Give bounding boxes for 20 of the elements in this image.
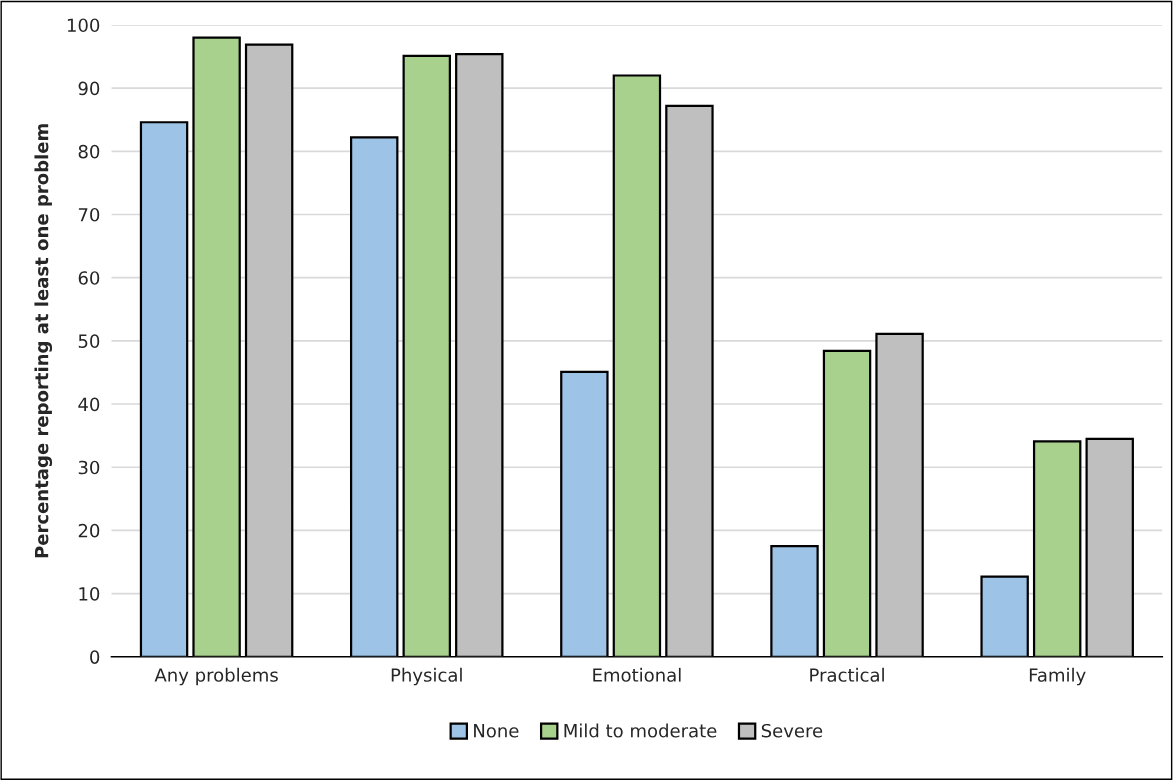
- y-tick-label: 10: [79, 587, 100, 601]
- y-tick-label: 20: [78, 523, 100, 538]
- x-tick-label: Any problems: [154, 667, 278, 686]
- y-tick-label: 90: [78, 81, 100, 96]
- x-tick-label: Emotional: [593, 667, 681, 682]
- legend-label: None: [474, 724, 519, 738]
- y-tick-label: 50: [78, 334, 100, 348]
- y-tick-label: 60: [78, 271, 100, 285]
- y-axis-title: Percentage reporting at least one problem: [34, 124, 53, 558]
- y-tick-label: 100: [67, 18, 100, 33]
- y-tick-label: 30: [78, 460, 100, 475]
- y-tick-label: 70: [78, 207, 100, 222]
- legend-label: Mild to moderate: [564, 723, 717, 738]
- y-tick-label: 40: [78, 397, 100, 412]
- y-tick-label: 80: [78, 144, 100, 159]
- y-tick-label: 0: [90, 650, 100, 664]
- legend-label: Severe: [761, 723, 823, 738]
- x-tick-label: Family: [1029, 667, 1086, 686]
- x-tick-label: Physical: [391, 667, 462, 686]
- x-tick-label: Practical: [810, 667, 884, 682]
